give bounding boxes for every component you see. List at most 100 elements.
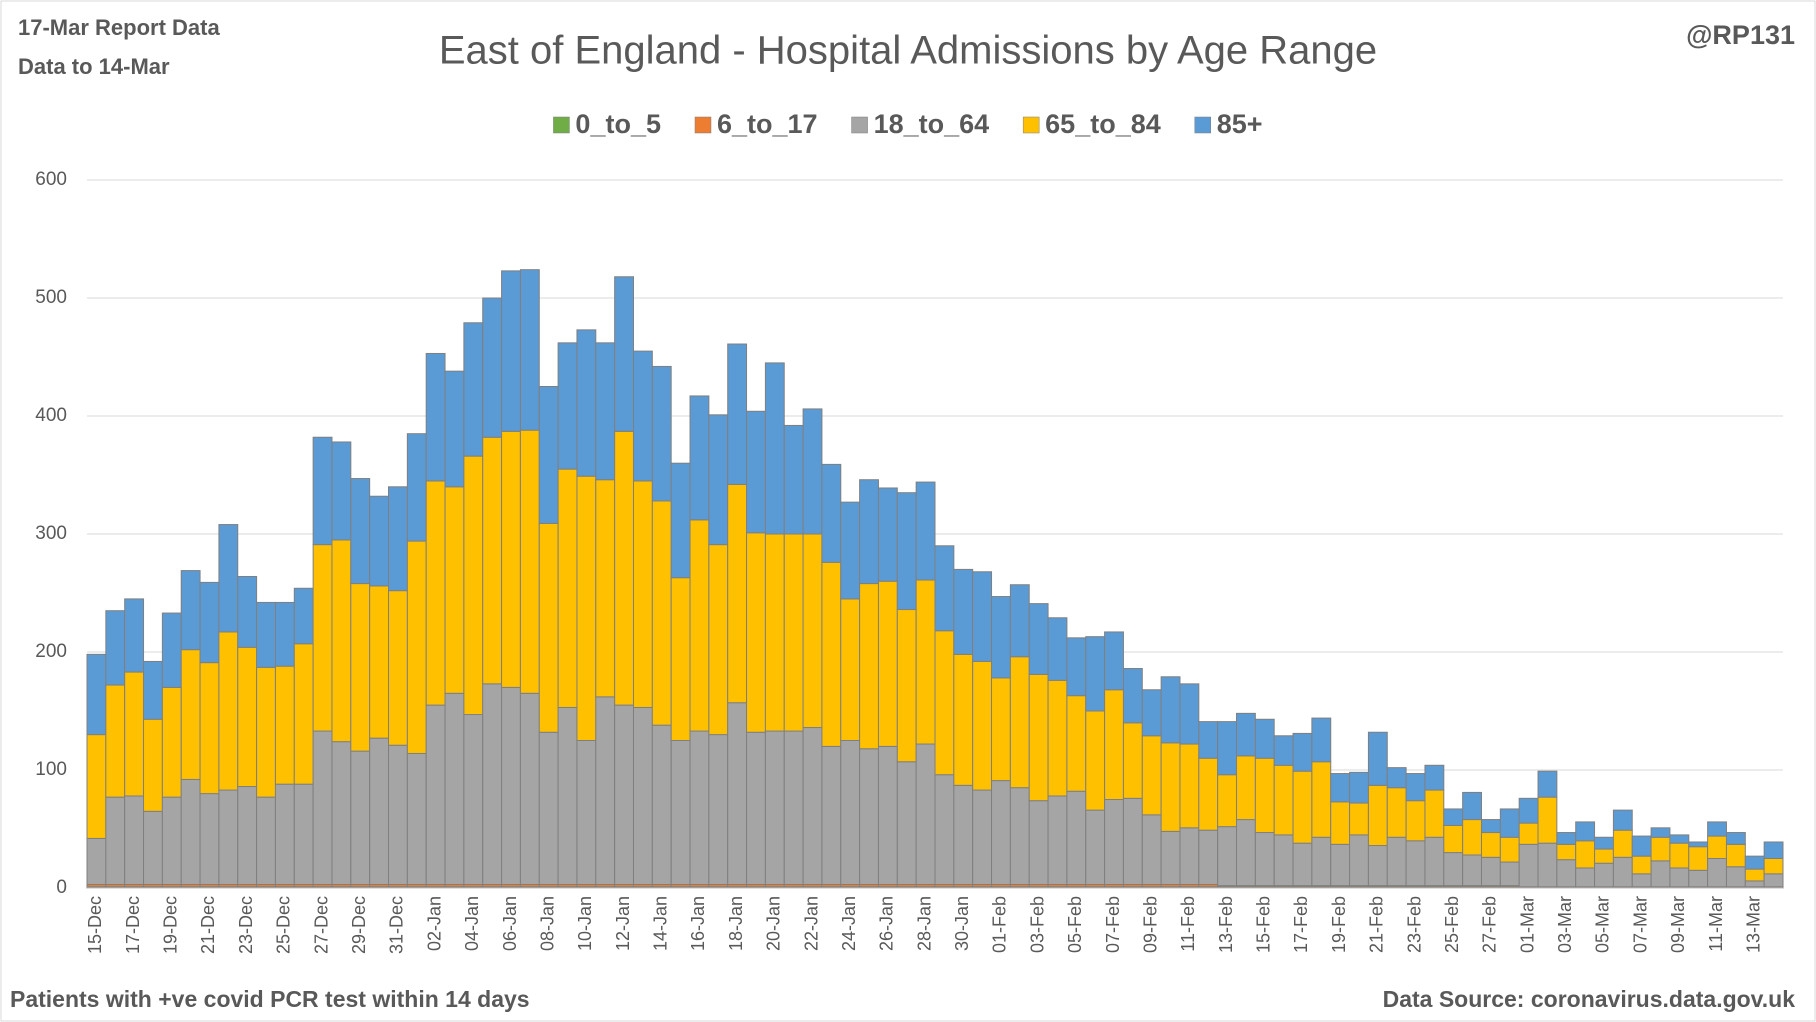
bar-segment	[651, 500, 672, 726]
x-tick-label: 18-Jan	[726, 896, 746, 951]
bar-segment	[1688, 841, 1709, 848]
x-tick-label: 23-Dec	[236, 896, 256, 954]
bar-segment	[1424, 836, 1445, 887]
bar-segment	[1725, 843, 1746, 868]
legend-swatch	[1022, 116, 1040, 134]
bar-segment	[1047, 679, 1068, 797]
bar-segment	[369, 585, 390, 739]
bar-segment	[708, 414, 729, 546]
bar-segment	[1594, 848, 1614, 864]
y-tick-label: 100	[35, 759, 67, 780]
bar-segment	[783, 533, 804, 732]
bar-segment	[1349, 802, 1369, 836]
bar-segment	[406, 752, 427, 885]
bar-segment	[1443, 852, 1464, 887]
x-tick-label: 13-Feb	[1216, 896, 1236, 953]
bar-segment	[1688, 869, 1709, 888]
bar-segment	[595, 479, 616, 698]
bar-segment	[1424, 789, 1445, 838]
bar-segment	[143, 660, 163, 720]
bar-segment	[1594, 836, 1614, 850]
x-tick-label: 12-Jan	[613, 896, 633, 951]
bar-segment	[746, 410, 766, 534]
x-tick-label: 28-Jan	[914, 896, 934, 951]
bar-segment	[576, 740, 597, 885]
x-tick-label: 15-Dec	[85, 896, 105, 954]
bar-segment	[821, 561, 842, 747]
bar-segment	[1028, 800, 1049, 885]
bar-segment	[1104, 799, 1124, 885]
bar-segment	[180, 570, 201, 651]
bar-segment	[1066, 637, 1087, 697]
bar-segment	[1141, 814, 1162, 885]
bar-segment	[746, 532, 766, 733]
bar-segment	[463, 322, 484, 457]
bar-segment	[1254, 718, 1275, 759]
legend-label: 85+	[1217, 109, 1263, 139]
bar-segment	[237, 646, 258, 788]
bar-segment	[312, 544, 333, 732]
handle: @RP131	[1686, 20, 1795, 50]
bar-segment	[1518, 822, 1539, 845]
bar-segment	[425, 480, 446, 706]
bar-segment	[896, 761, 917, 885]
bar-segment	[651, 724, 672, 885]
bar-segment	[482, 436, 503, 685]
x-tick-label: 01-Feb	[990, 896, 1010, 953]
bar-segment	[708, 734, 729, 885]
bar-segment	[802, 727, 823, 885]
bar-segment	[1330, 843, 1351, 887]
bar-segment	[1047, 795, 1068, 885]
bar-segment	[1480, 819, 1501, 834]
bar-segment	[953, 784, 974, 885]
bar-segment	[199, 793, 220, 885]
bar-segment	[746, 731, 766, 885]
bar-segment	[1725, 866, 1746, 888]
bar-segment	[444, 370, 465, 488]
bar-segment	[1066, 790, 1087, 885]
bar-segment	[1217, 826, 1238, 887]
bar-segment	[670, 462, 691, 579]
bar-segment	[1141, 689, 1162, 737]
bar-segment	[1217, 774, 1238, 828]
bar-segment	[557, 468, 578, 708]
x-tick-label: 11-Mar	[1706, 896, 1726, 952]
bar-segment	[1499, 808, 1520, 838]
y-tick-label: 500	[35, 287, 67, 308]
bar-segment	[821, 463, 842, 563]
x-tick-label: 24-Jan	[839, 896, 859, 951]
footnote: Patients with +ve covid PCR test within …	[10, 986, 530, 1012]
bar-segment	[501, 270, 521, 432]
bar-segment	[86, 653, 107, 736]
bar-segment	[1254, 832, 1275, 887]
source: Data Source: coronavirus.data.gov.uk	[1383, 986, 1796, 1012]
bar-segment	[538, 731, 559, 885]
bar-segment	[1405, 800, 1426, 842]
bar-segment	[1367, 731, 1388, 786]
bar-segment	[482, 683, 503, 885]
bar-segment	[1537, 770, 1558, 798]
bar-segment	[256, 601, 276, 668]
bar-segment	[1707, 858, 1727, 888]
bar-segment	[764, 730, 785, 885]
bar-segment	[727, 343, 748, 485]
bar-segment	[840, 740, 861, 885]
bar-segment	[1330, 801, 1351, 845]
bar-segment	[105, 796, 126, 885]
bar-segment	[764, 362, 785, 535]
bar-segment	[632, 480, 653, 708]
bar-segment	[124, 671, 145, 797]
bar-segment	[953, 653, 974, 786]
bar-segment	[105, 610, 126, 686]
bar-segment	[1292, 732, 1313, 772]
bar-segment	[1707, 835, 1727, 860]
bar-segment	[199, 581, 220, 664]
bar-segment	[312, 730, 333, 885]
bar-segment	[1462, 819, 1482, 856]
bar-segment	[614, 430, 634, 706]
bar-segment	[293, 783, 314, 885]
bar-segment	[1141, 735, 1162, 816]
bar-segment	[331, 539, 352, 743]
x-tick-label: 26-Jan	[877, 896, 897, 951]
x-tick-label: 19-Feb	[1329, 896, 1349, 953]
